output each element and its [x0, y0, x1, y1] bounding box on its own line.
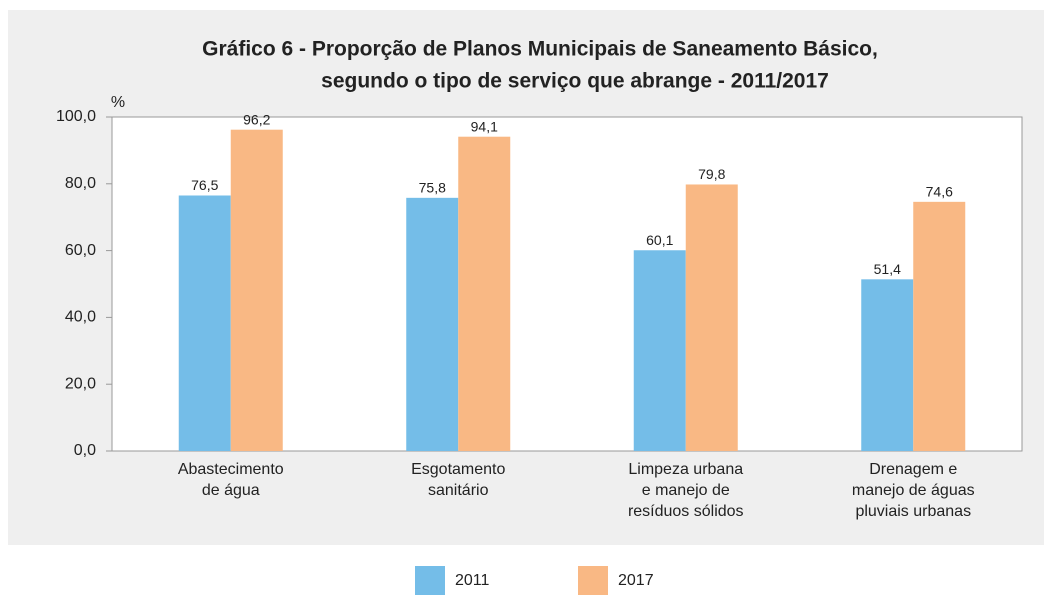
x-tick-label: Drenagem e [869, 461, 957, 478]
y-tick-label: 60,0 [65, 242, 96, 259]
y-tick-label: 100,0 [56, 108, 96, 125]
bar [913, 201, 966, 451]
legend-swatch [578, 566, 608, 595]
value-label: 94,1 [471, 118, 498, 134]
bar [458, 136, 511, 451]
value-label: 60,1 [646, 232, 673, 248]
value-label: 75,8 [419, 180, 446, 196]
bar [178, 195, 231, 451]
bar [685, 184, 738, 451]
value-label: 79,8 [698, 166, 725, 182]
y-tick-label: 20,0 [65, 375, 96, 392]
bar [861, 279, 914, 451]
bar [406, 197, 459, 451]
value-label: 51,4 [874, 261, 901, 277]
legend-label: 2017 [618, 572, 654, 589]
legend-label: 2011 [455, 572, 490, 589]
chart-title: segundo o tipo de serviço que abrange - … [321, 70, 829, 93]
x-tick-label: Limpeza urbana [628, 461, 743, 478]
x-tick-label: resíduos sólidos [628, 503, 744, 520]
y-axis-label: % [111, 94, 125, 111]
value-label: 96,2 [243, 111, 270, 127]
legend-swatch [415, 566, 445, 595]
bar [230, 129, 283, 451]
y-tick-label: 40,0 [65, 309, 96, 326]
x-tick-label: e manejo de [642, 482, 730, 499]
bar [633, 250, 686, 451]
x-tick-label: Esgotamento [411, 461, 505, 478]
x-tick-label: manejo de águas [852, 482, 975, 499]
x-tick-label: sanitário [428, 482, 489, 499]
y-tick-label: 0,0 [74, 442, 96, 459]
x-tick-label: pluviais urbanas [855, 503, 971, 520]
y-tick-label: 80,0 [65, 175, 96, 192]
value-label: 74,6 [926, 184, 953, 200]
x-tick-label: de água [202, 482, 260, 499]
chart-title: Gráfico 6 - Proporção de Planos Municipa… [202, 38, 878, 61]
value-label: 76,5 [191, 177, 218, 193]
x-tick-label: Abastecimento [178, 461, 284, 478]
